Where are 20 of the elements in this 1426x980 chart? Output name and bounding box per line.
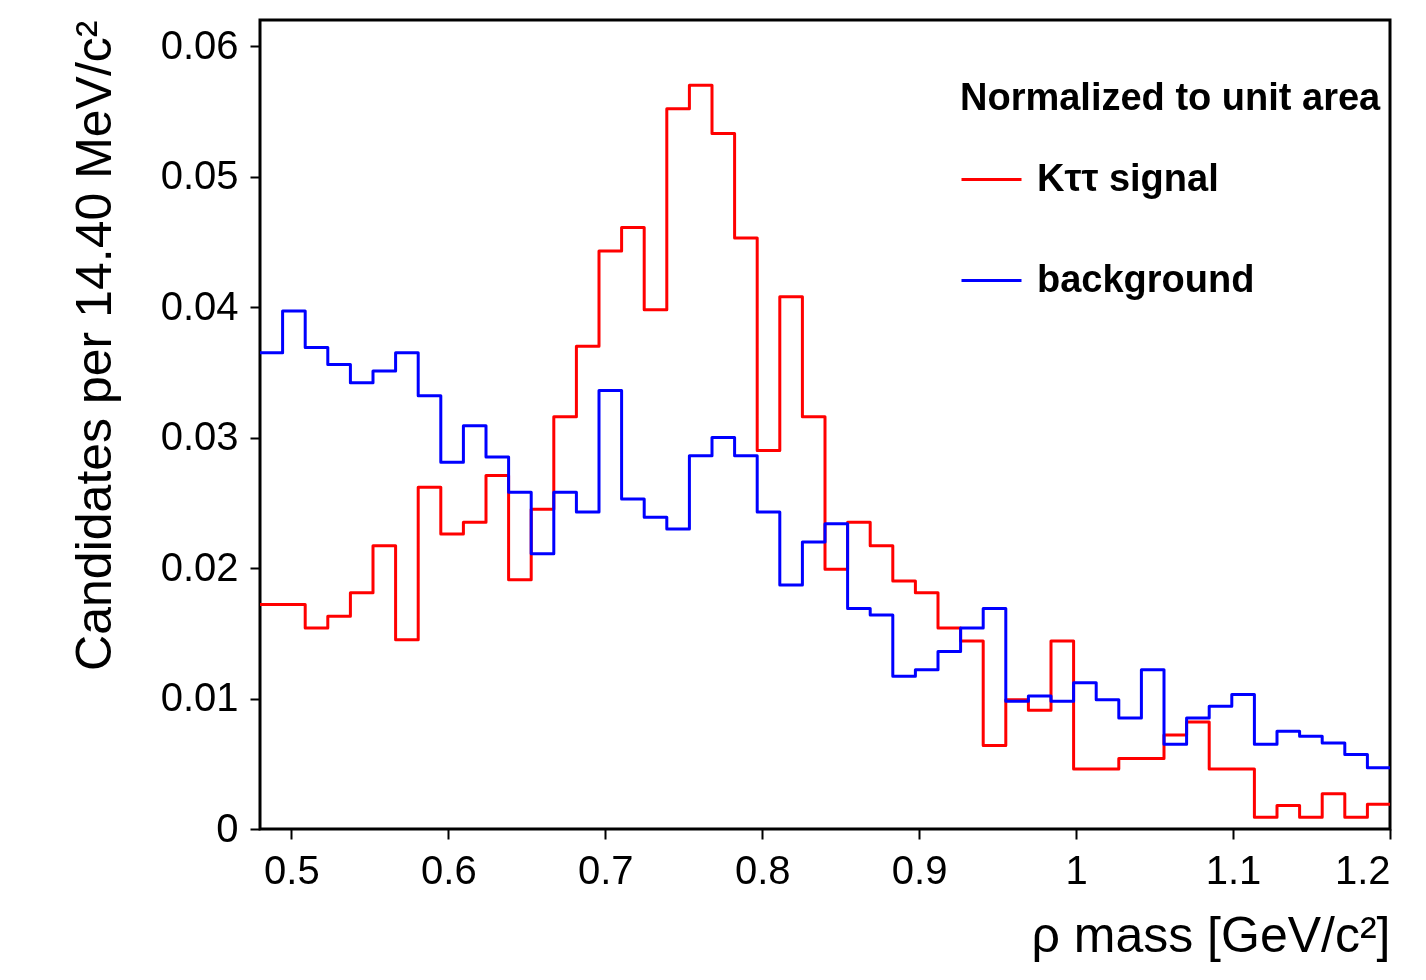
y-tick-label: 0.03: [160, 414, 239, 459]
y-tick-label: 0: [216, 805, 239, 850]
legend-label: Kττ signal: [1037, 156, 1219, 199]
legend-label: background: [1037, 257, 1255, 300]
y-tick-label: 0.01: [160, 675, 239, 720]
x-tick-label: 0.9: [891, 847, 948, 892]
x-tick-label: 1.1: [1205, 847, 1262, 892]
y-axis-title: Candidates per 14.40 MeV/c²: [65, 20, 122, 671]
y-tick-label: 0.04: [160, 283, 239, 328]
y-tick-label: 0.05: [160, 153, 239, 198]
legend-title: Normalized to unit area: [960, 76, 1382, 118]
x-tick-label: 0.6: [421, 847, 477, 892]
x-tick-label: 0.5: [264, 847, 320, 892]
x-tick-label: 1: [1065, 847, 1088, 892]
x-axis-title: ρ mass [GeV/c²]: [1031, 906, 1391, 963]
x-tick-label: 0.8: [734, 847, 791, 892]
y-tick-label: 0.06: [160, 22, 239, 67]
x-tick-label: 0.7: [577, 847, 634, 892]
x-tick-label: 1.2: [1334, 847, 1391, 892]
y-tick-label: 0.02: [160, 544, 239, 589]
